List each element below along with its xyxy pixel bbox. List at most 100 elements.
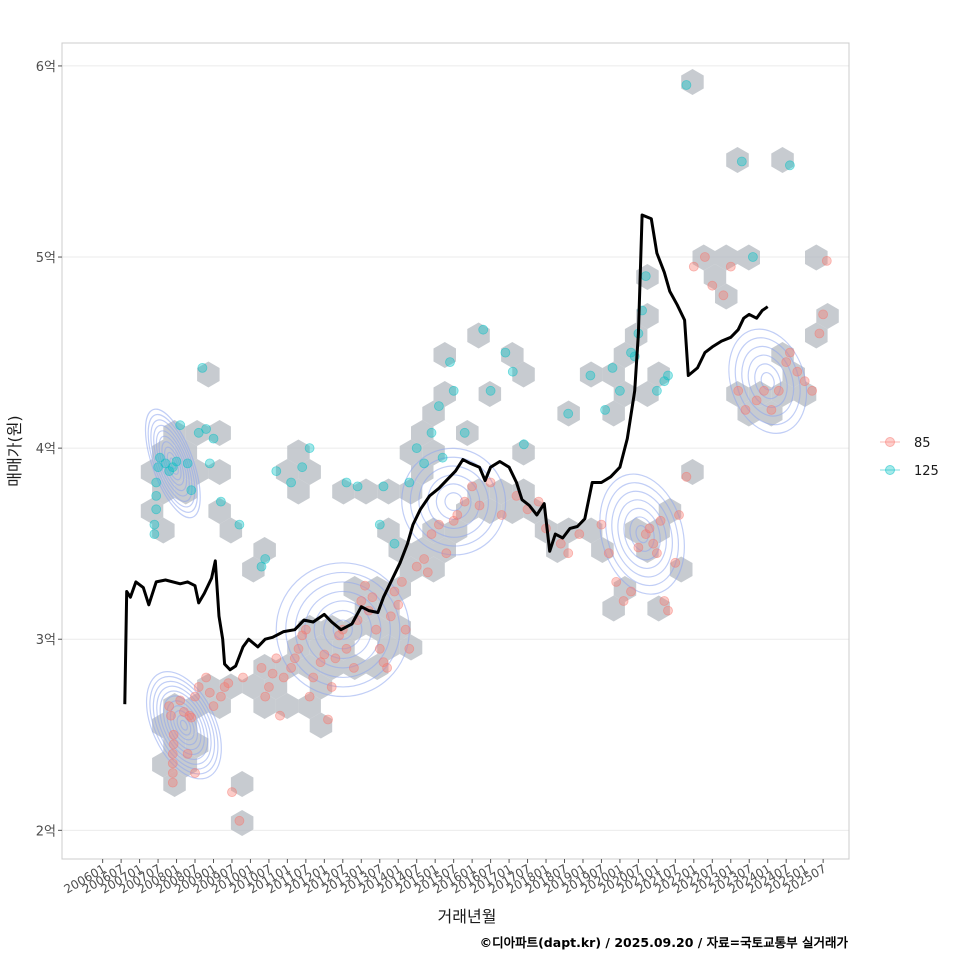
point-125 <box>437 452 448 463</box>
hexbin-cell <box>624 322 648 349</box>
point-85 <box>260 691 271 702</box>
hexbin-cell <box>399 439 423 466</box>
hexbin-cell <box>185 420 209 446</box>
point-85 <box>596 519 607 530</box>
point-85 <box>718 290 729 301</box>
density-contour <box>149 675 219 775</box>
point-85 <box>178 707 189 717</box>
hexbin-cell <box>377 478 400 505</box>
hexbin-cell <box>332 478 355 505</box>
hexbin-cell <box>715 283 738 310</box>
point-85 <box>426 529 437 539</box>
density-contour <box>294 581 391 679</box>
y-tick-label: 4억 <box>36 442 56 457</box>
point-125 <box>186 485 197 496</box>
density-contour <box>145 671 222 780</box>
hexbin-cell <box>501 498 524 524</box>
point-85 <box>256 663 267 673</box>
point-85 <box>707 280 718 291</box>
point-125 <box>234 519 245 530</box>
point-85 <box>267 668 278 679</box>
point-85 <box>275 710 285 721</box>
point-85 <box>293 643 304 654</box>
point-85 <box>297 630 308 641</box>
point-125 <box>448 385 459 396</box>
hexbin-cell <box>692 244 715 271</box>
y-tick-label: 3억 <box>36 633 56 648</box>
point-85 <box>485 477 496 488</box>
hexbin-cell <box>163 771 186 797</box>
density-contour <box>611 490 673 578</box>
point-125 <box>507 366 518 377</box>
density-contour <box>747 354 788 408</box>
density-contour <box>435 483 472 520</box>
point-125 <box>652 385 662 396</box>
hexbin-cell <box>613 576 637 602</box>
hexbin-cell <box>208 693 231 719</box>
point-85 <box>238 672 248 683</box>
point-85 <box>618 596 629 606</box>
density-contour <box>156 685 212 765</box>
hexbin-cell <box>805 322 828 349</box>
point-125 <box>151 504 162 515</box>
point-85 <box>452 510 463 520</box>
density-contour <box>760 371 775 391</box>
point-125 <box>286 477 297 488</box>
hexbin-cell <box>264 673 288 700</box>
density-contour <box>741 345 795 417</box>
point-85 <box>186 712 197 723</box>
hexbin-cell <box>512 439 535 466</box>
point-85 <box>785 347 795 358</box>
density-contour <box>152 680 216 770</box>
density-contour <box>418 465 489 538</box>
point-125 <box>201 424 212 434</box>
point-125 <box>736 156 747 167</box>
hexbin-cell <box>354 478 378 505</box>
point-125 <box>785 160 795 171</box>
point-125 <box>478 324 489 335</box>
density-contour <box>754 363 782 400</box>
point-85 <box>215 691 226 702</box>
point-85 <box>681 471 692 482</box>
point-85 <box>725 261 736 272</box>
plot-panel-border <box>61 42 850 860</box>
hexbin-cell <box>771 147 794 173</box>
point-85 <box>168 729 179 740</box>
point-125 <box>600 404 610 415</box>
point-85 <box>168 739 179 750</box>
point-85 <box>219 682 230 692</box>
point-125 <box>378 481 389 492</box>
point-85 <box>821 255 832 266</box>
density-contour <box>623 507 661 561</box>
density-contour <box>605 482 679 587</box>
density-contour <box>323 609 363 650</box>
point-85 <box>271 653 282 664</box>
point-85 <box>433 519 444 530</box>
hexbin-cell <box>366 654 389 680</box>
point-85 <box>792 366 803 377</box>
point-85 <box>182 749 193 759</box>
density-contour <box>444 492 463 512</box>
density-contour <box>179 719 188 731</box>
point-85 <box>378 657 389 668</box>
density-contour <box>313 600 372 659</box>
point-85 <box>404 643 415 654</box>
point-125 <box>208 433 219 444</box>
point-125 <box>374 519 385 530</box>
point-125 <box>171 456 182 467</box>
point-125 <box>500 347 511 358</box>
hexbin-cell <box>320 654 344 680</box>
point-85 <box>781 357 792 368</box>
point-85 <box>659 596 670 606</box>
hexbin-cell <box>388 576 411 602</box>
point-85 <box>814 328 825 339</box>
point-125 <box>615 385 625 396</box>
x-axis-title: 거래년월 <box>438 907 497 926</box>
point-85 <box>286 663 297 673</box>
point-125 <box>419 458 430 469</box>
legend-label-125: 125 <box>914 464 939 479</box>
point-125 <box>607 362 618 373</box>
point-85 <box>374 643 385 654</box>
density-contour <box>332 619 353 640</box>
point-125 <box>585 370 596 381</box>
